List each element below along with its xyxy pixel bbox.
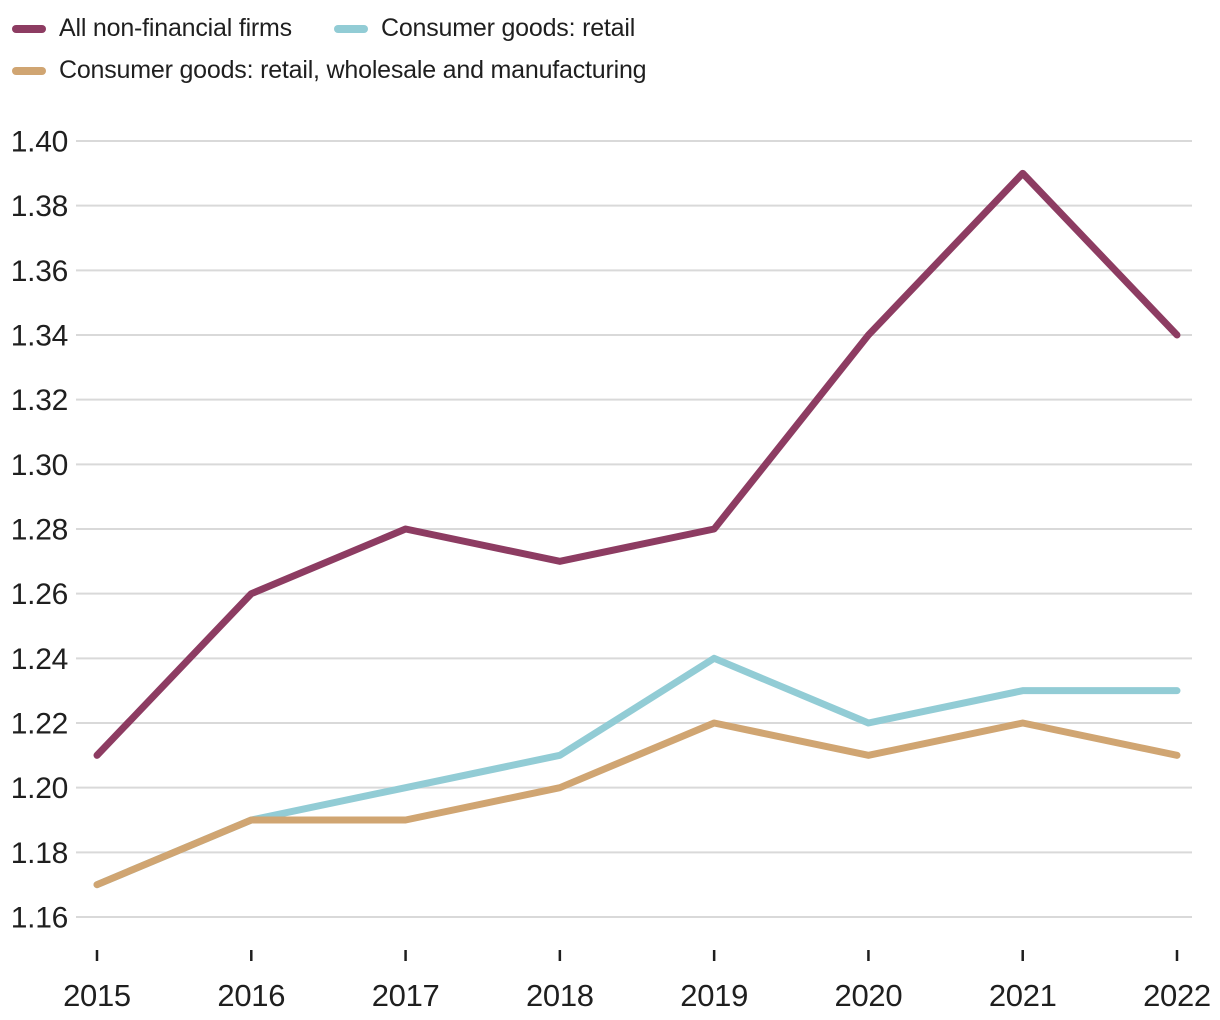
y-axis-tick-label: 1.38 xyxy=(11,190,68,223)
series-line-0 xyxy=(93,169,1181,759)
legend-swatch-icon xyxy=(334,24,368,33)
y-axis-tick-label: 1.20 xyxy=(11,772,68,805)
y-axis-tick-label: 1.36 xyxy=(11,255,68,288)
y-axis-tick-label: 1.26 xyxy=(11,578,68,611)
series-line-1 xyxy=(93,654,1181,889)
y-axis-tick-label: 1.30 xyxy=(11,449,68,482)
y-axis-tick-label: 1.22 xyxy=(11,708,68,741)
legend-item: Consumer goods: retail, wholesale and ma… xyxy=(12,56,647,85)
x-axis-tick-label: 2016 xyxy=(217,978,285,1013)
chart-legend: All non-financial firms Consumer goods: r… xyxy=(12,14,872,85)
legend-swatch-icon xyxy=(12,24,46,33)
y-axis-tick-label: 1.34 xyxy=(11,320,68,353)
x-axis-tick-label: 2017 xyxy=(372,978,440,1013)
legend-label: Consumer goods: retail, wholesale and ma… xyxy=(59,56,647,84)
y-axis-tick-label: 1.24 xyxy=(11,643,68,676)
legend-label: Consumer goods: retail xyxy=(381,14,636,42)
y-axis-tick-label: 1.40 xyxy=(11,126,68,159)
legend-swatch-icon xyxy=(12,66,46,75)
legend-label: All non-financial firms xyxy=(59,14,292,42)
legend-item: All non-financial firms xyxy=(12,14,292,43)
x-axis-tick-label: 2020 xyxy=(835,978,903,1013)
x-axis-tick-label: 2021 xyxy=(989,978,1057,1013)
x-axis-tick-label: 2022 xyxy=(1143,978,1211,1013)
y-axis-tick-label: 1.16 xyxy=(11,902,68,935)
series-line-2 xyxy=(93,719,1181,889)
x-axis-tick-label: 2015 xyxy=(63,978,131,1013)
x-axis-tick-label: 2019 xyxy=(680,978,748,1013)
y-axis-tick-label: 1.18 xyxy=(11,837,68,870)
y-axis-tick-label: 1.32 xyxy=(11,384,68,417)
legend-item: Consumer goods: retail xyxy=(334,14,635,43)
y-axis-tick-label: 1.28 xyxy=(11,514,68,547)
x-axis-tick-label: 2018 xyxy=(526,978,594,1013)
